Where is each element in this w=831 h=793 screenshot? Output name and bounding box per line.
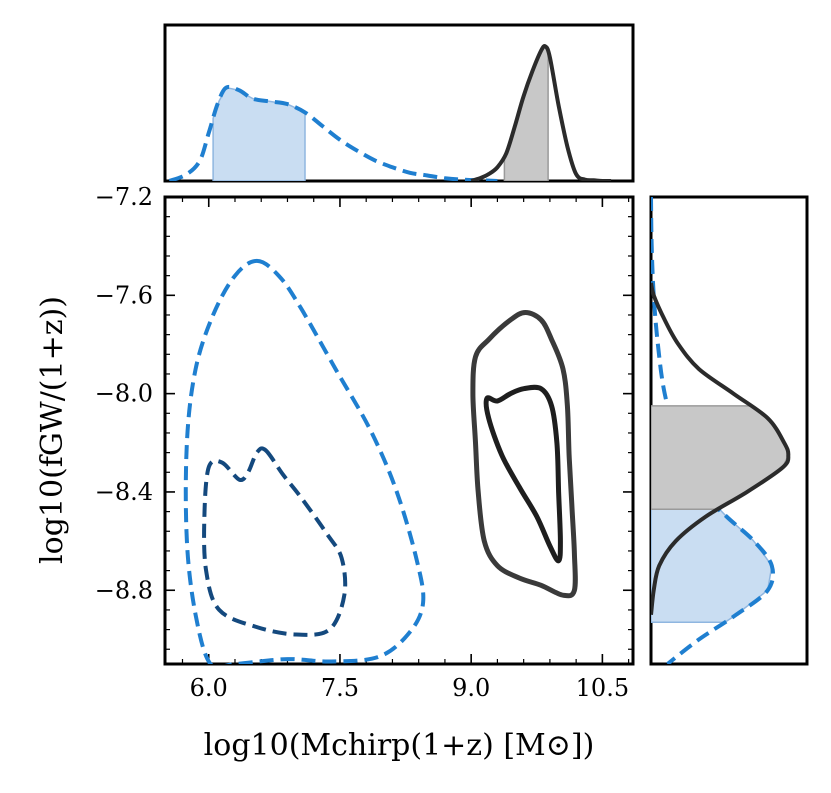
y-tick-label: −8.4: [95, 478, 153, 506]
x-tick-label: 6.0: [190, 674, 228, 702]
main-contours: [183, 258, 578, 664]
blue-outer-contour: [183, 258, 426, 664]
right-marginal-panel: [649, 195, 809, 666]
top-marginal-curves: [168, 44, 612, 181]
blue-top-marginal-curve: [168, 84, 498, 181]
black-top-marginal-curve: [470, 44, 612, 181]
y-tick-label: −7.2: [95, 183, 153, 211]
main-panel: 6.0 7.5 9.0 10.5 −7.2 −7.6 −8.0 −8.4 −8.8: [95, 183, 635, 702]
main-axes-frame: [163, 195, 635, 666]
x-tick-label: 7.5: [321, 674, 359, 702]
y-tick-labels: −7.2 −7.6 −8.0 −8.4 −8.8: [95, 183, 153, 604]
x-tick-labels: 6.0 7.5 9.0 10.5: [190, 674, 629, 702]
black-right-marginal-shade: [651, 405, 789, 510]
y-axis-label: log10(fGW/(1+z)): [35, 296, 70, 564]
y-tick-label: −8.8: [95, 576, 153, 604]
x-tick-label: 10.5: [576, 674, 629, 702]
black-top-marginal-shade: [503, 45, 549, 181]
black-outer-contour: [470, 310, 578, 599]
right-marginal-curves: [651, 197, 791, 664]
y-tick-label: −8.0: [95, 380, 153, 408]
blue-inner-contour: [202, 446, 348, 637]
top-marginal-frame: [163, 23, 635, 183]
y-tick-label: −7.6: [95, 281, 153, 309]
top-marginal-panel: [163, 23, 635, 183]
black-right-marginal-curve: [651, 282, 791, 616]
black-inner-contour: [483, 384, 563, 564]
main-ticks: [165, 196, 633, 664]
x-axis-label: log10(Mchirp(1+z) [M⊙]): [204, 728, 595, 763]
x-tick-label: 9.0: [452, 674, 490, 702]
